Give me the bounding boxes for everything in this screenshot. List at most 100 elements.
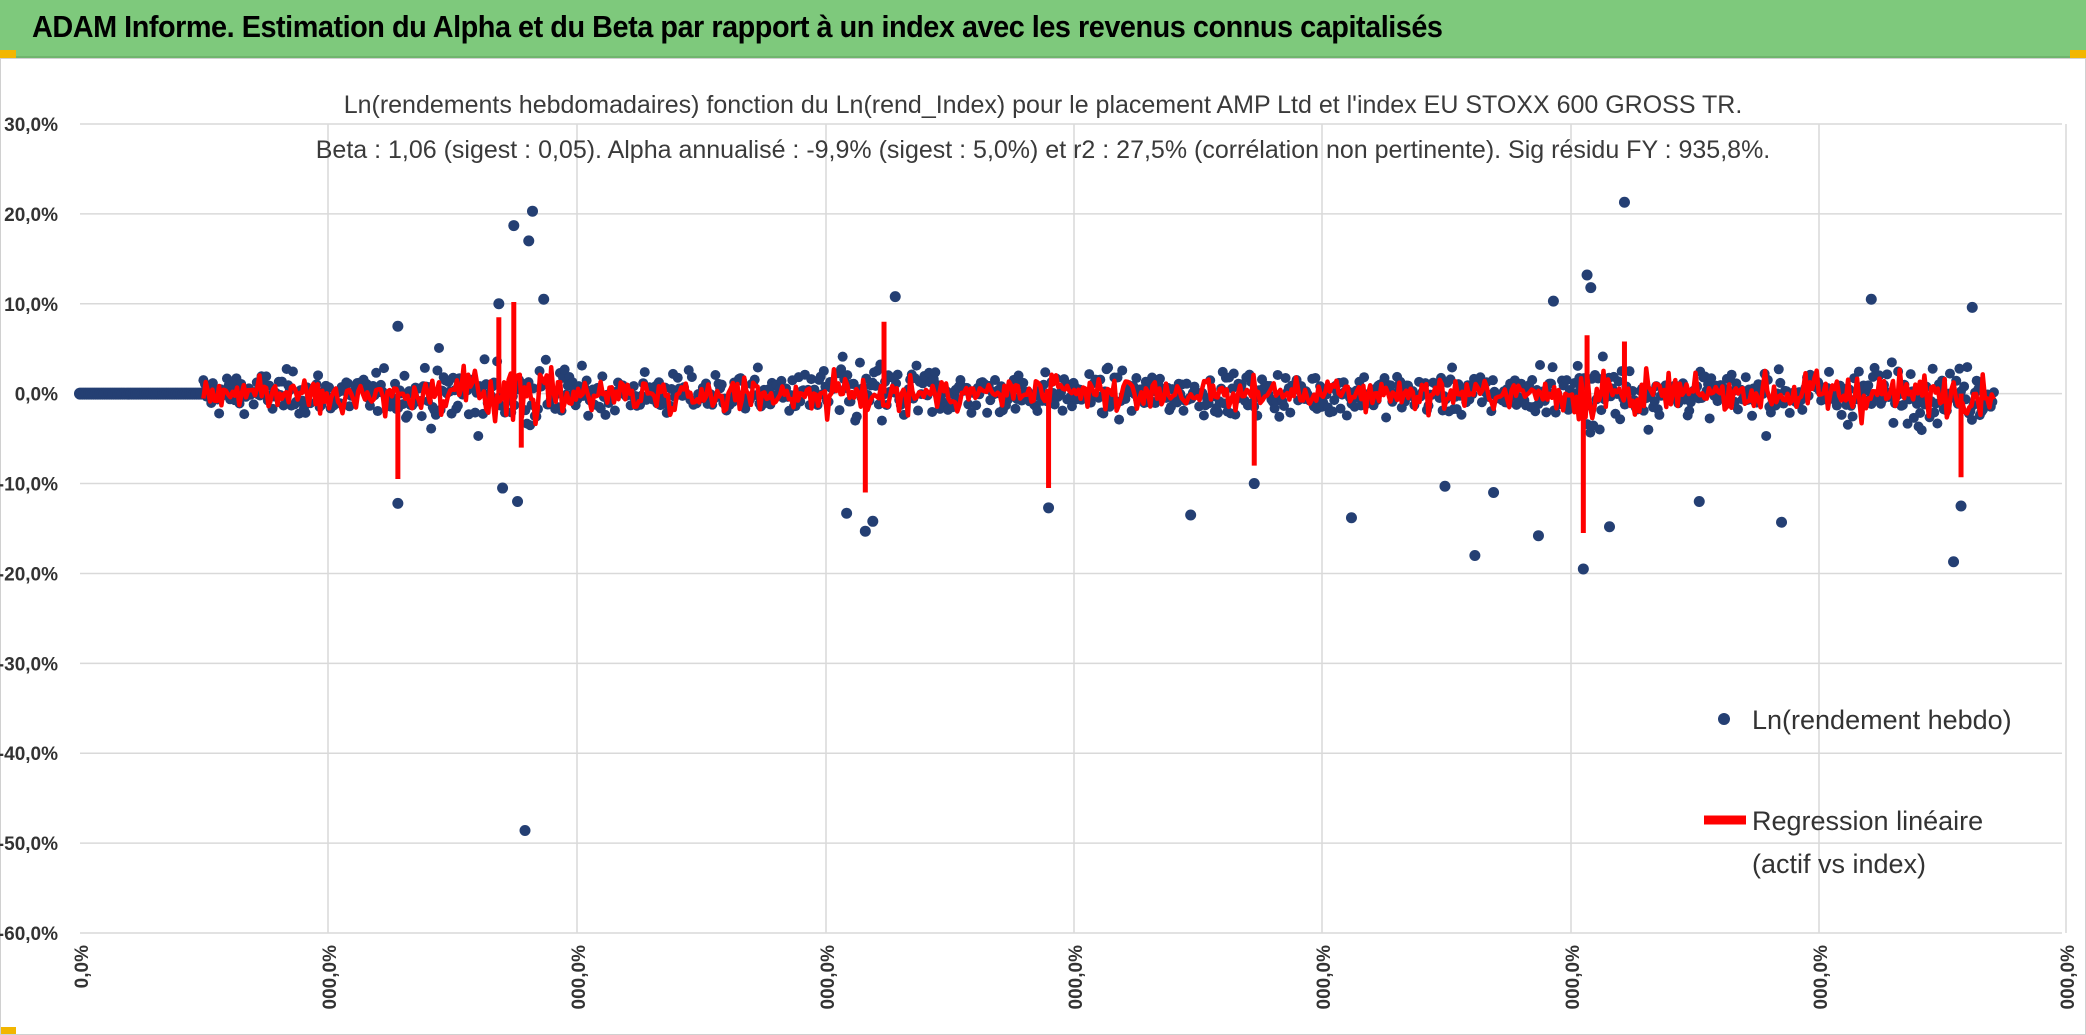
data-point xyxy=(344,401,355,412)
outlier-point xyxy=(1585,282,1597,294)
data-point xyxy=(1310,372,1321,383)
data-point xyxy=(806,374,817,385)
outlier-points xyxy=(392,196,1978,837)
outlier-point xyxy=(1776,516,1788,528)
data-point xyxy=(525,420,536,431)
legend-line-label-1: Regression linéaire xyxy=(1752,806,1983,836)
outlier-point xyxy=(1439,480,1451,492)
data-point xyxy=(1886,357,1897,368)
data-point xyxy=(1032,406,1043,417)
data-point xyxy=(1594,424,1605,435)
x-tick-label: 000,0% xyxy=(1563,945,1584,1010)
data-point xyxy=(452,400,463,411)
outlier-point xyxy=(526,205,538,217)
data-point xyxy=(639,367,650,378)
data-point xyxy=(1040,367,1051,378)
data-point xyxy=(818,365,829,376)
data-point xyxy=(1775,377,1786,388)
data-point xyxy=(1279,400,1290,411)
outlier-point xyxy=(1618,196,1630,208)
data-point xyxy=(559,364,570,375)
data-point xyxy=(397,399,408,410)
data-point xyxy=(1114,414,1125,425)
data-point xyxy=(1178,405,1189,416)
regression-path xyxy=(201,363,1996,427)
outlier-point xyxy=(493,298,505,310)
data-point xyxy=(963,399,974,410)
data-point xyxy=(1527,374,1538,385)
x-tick-label: 000,0% xyxy=(1314,945,1335,1010)
data-point xyxy=(1487,375,1498,386)
data-point xyxy=(1172,397,1183,408)
x-tick-label: 000,0% xyxy=(818,945,839,1010)
data-point xyxy=(313,370,324,381)
y-tick-label: 10,0% xyxy=(4,295,58,316)
corner-marker-bottom-left xyxy=(0,1027,16,1035)
data-point xyxy=(1824,366,1835,377)
data-point xyxy=(1962,362,1973,373)
data-point xyxy=(1654,409,1665,420)
data-point xyxy=(1456,409,1467,420)
data-point xyxy=(1704,413,1715,424)
data-point xyxy=(1341,410,1352,421)
data-point xyxy=(248,399,259,410)
data-point xyxy=(837,351,848,362)
data-point xyxy=(1927,363,1938,374)
regression-line xyxy=(201,301,1996,533)
data-point xyxy=(1966,414,1977,425)
data-point xyxy=(583,410,594,421)
data-point xyxy=(1066,401,1077,412)
data-point xyxy=(419,362,430,373)
data-point xyxy=(1126,405,1137,416)
data-point xyxy=(600,409,611,420)
data-point xyxy=(1842,419,1853,430)
data-point xyxy=(426,423,437,434)
data-point xyxy=(1944,368,1955,379)
data-point xyxy=(1547,362,1558,373)
data-point xyxy=(876,415,887,426)
data-point xyxy=(540,354,551,365)
outlier-point xyxy=(1955,500,1967,512)
y-axis-ticks: 30,0% 20,0% 10,0% 0,0% -10,0% -20,0% -30,0% -40… xyxy=(0,115,58,945)
data-point xyxy=(911,360,922,371)
outlier-point xyxy=(497,482,509,494)
data-point xyxy=(1874,370,1885,381)
data-point xyxy=(1732,404,1743,415)
data-point xyxy=(1572,360,1583,371)
corner-marker-top-left xyxy=(0,50,16,58)
outlier-point xyxy=(1604,521,1616,533)
data-point xyxy=(432,365,443,376)
data-point xyxy=(851,411,862,422)
data-point xyxy=(1447,362,1458,373)
outlier-point xyxy=(1577,563,1589,575)
data-point xyxy=(686,371,697,382)
data-point xyxy=(1049,399,1060,410)
outlier-point xyxy=(538,293,550,305)
data-point xyxy=(1797,404,1808,415)
data-point xyxy=(1597,351,1608,362)
outlier-point xyxy=(889,291,901,303)
data-point xyxy=(710,369,721,380)
data-point xyxy=(1228,368,1239,379)
data-point xyxy=(1230,409,1241,420)
data-point xyxy=(870,380,881,391)
data-point xyxy=(1869,362,1880,373)
data-point xyxy=(1847,411,1858,422)
data-point xyxy=(1335,403,1346,414)
data-point xyxy=(854,357,865,368)
outlier-point xyxy=(1532,530,1544,542)
data-point xyxy=(1882,369,1893,380)
y-tick-label: -20,0% xyxy=(0,564,58,585)
data-point xyxy=(990,375,1001,386)
data-point xyxy=(1381,412,1392,423)
data-point xyxy=(1117,365,1128,376)
data-point xyxy=(1561,375,1572,386)
data-point xyxy=(1154,373,1165,384)
corner-marker-top-right xyxy=(2070,50,2086,58)
data-point xyxy=(1784,407,1795,418)
outlier-point xyxy=(1547,295,1559,307)
data-point xyxy=(287,366,298,377)
data-point xyxy=(836,364,847,375)
y-tick-label: -30,0% xyxy=(0,654,58,675)
outlier-point xyxy=(512,496,524,508)
